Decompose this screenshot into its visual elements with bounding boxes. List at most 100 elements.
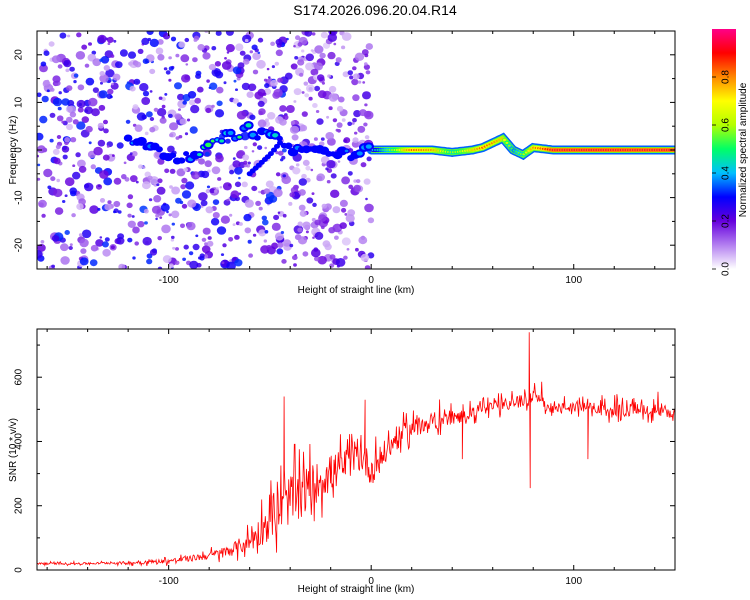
- noise-blob: [107, 88, 114, 95]
- noise-blob: [341, 237, 351, 246]
- noise-blob: [342, 71, 350, 78]
- signal-blob: [155, 146, 163, 153]
- noise-blob: [358, 236, 368, 245]
- noise-blob: [53, 188, 63, 198]
- noise-blob: [243, 160, 248, 165]
- noise-blob: [208, 63, 216, 71]
- noise-blob: [244, 199, 254, 208]
- noise-blob: [327, 51, 336, 60]
- noise-blob: [237, 62, 245, 69]
- noise-blob: [155, 213, 160, 218]
- noise-blob: [84, 63, 90, 68]
- noise-blob: [302, 159, 310, 166]
- noise-blob: [91, 50, 97, 55]
- noise-blob: [75, 51, 86, 60]
- noise-blob: [39, 115, 48, 124]
- noise-blob: [345, 214, 355, 223]
- noise-blob: [198, 256, 202, 260]
- noise-blob: [91, 108, 100, 117]
- noise-blob: [365, 197, 368, 201]
- noise-blob: [37, 250, 43, 259]
- spectrogram-xtick-label: 0: [368, 275, 374, 286]
- noise-blob: [60, 256, 70, 265]
- noise-blob: [119, 49, 128, 57]
- noise-blob: [278, 150, 284, 156]
- noise-blob: [266, 67, 270, 71]
- colorbar-tick-label: 0.0: [721, 262, 732, 276]
- noise-blob: [367, 252, 375, 259]
- signal-core: [503, 138, 506, 142]
- noise-blob: [64, 137, 70, 143]
- noise-blob: [320, 137, 325, 141]
- noise-blob: [244, 39, 249, 43]
- noise-blob: [187, 91, 197, 99]
- noise-blob: [77, 107, 84, 113]
- noise-blob: [211, 166, 221, 175]
- noise-blob: [134, 61, 142, 68]
- noise-blob: [168, 56, 172, 60]
- colorbar-tick-label: 0.6: [721, 118, 732, 132]
- noise-blob: [297, 59, 305, 66]
- noise-blob: [187, 199, 197, 208]
- noise-blob: [209, 188, 216, 194]
- noise-blob: [53, 157, 61, 165]
- noise-blob: [216, 100, 223, 107]
- noise-blob: [336, 122, 343, 128]
- noise-blob: [297, 236, 308, 245]
- noise-blob: [206, 79, 210, 83]
- noise-blob: [247, 161, 251, 165]
- noise-blob: [41, 95, 49, 103]
- noise-blob: [67, 34, 71, 38]
- noise-blob: [97, 122, 105, 129]
- noise-blob: [178, 108, 181, 111]
- noise-blob: [174, 113, 182, 120]
- noise-blob: [258, 190, 261, 194]
- noise-blob: [69, 111, 77, 118]
- noise-blob: [168, 66, 174, 71]
- noise-blob: [66, 85, 73, 91]
- noise-blob: [168, 213, 172, 217]
- noise-blob: [54, 207, 64, 215]
- noise-blob: [157, 54, 165, 61]
- noise-blob: [123, 161, 127, 165]
- noise-blob: [168, 263, 174, 269]
- noise-blob: [129, 85, 136, 92]
- noise-blob: [299, 210, 307, 217]
- noise-blob: [251, 185, 258, 192]
- noise-blob: [127, 194, 134, 200]
- noise-blob: [335, 128, 339, 132]
- snr-ytick-label: 200: [14, 497, 25, 514]
- noise-blob: [329, 263, 335, 268]
- noise-blob: [341, 207, 347, 213]
- noise-blob: [61, 98, 70, 106]
- noise-blob: [238, 176, 241, 180]
- noise-blob: [169, 168, 176, 174]
- noise-blob: [293, 45, 296, 48]
- colorbar-bar: [712, 29, 736, 269]
- noise-blob: [270, 41, 275, 46]
- noise-blob: [174, 260, 180, 265]
- noise-blob: [277, 77, 283, 83]
- noise-blob: [66, 116, 73, 123]
- noise-blob: [211, 46, 217, 51]
- noise-blob: [301, 111, 308, 117]
- noise-blob: [279, 105, 287, 112]
- spectrogram-ytick-label: 20: [14, 49, 25, 61]
- noise-blob: [185, 63, 189, 66]
- noise-blob: [188, 251, 194, 256]
- noise-blob: [155, 47, 164, 55]
- noise-blob: [258, 206, 263, 211]
- noise-blob: [221, 261, 225, 265]
- figure-title: S174.2026.096.20.04.R14: [293, 2, 457, 18]
- noise-blob: [364, 265, 371, 269]
- noise-blob: [37, 163, 41, 167]
- noise-blob: [142, 166, 146, 169]
- noise-blob: [56, 178, 60, 183]
- noise-blob: [102, 154, 110, 161]
- noise-blob: [99, 58, 103, 62]
- noise-blob: [238, 222, 243, 226]
- noise-blob: [235, 43, 244, 51]
- noise-blob: [258, 108, 266, 115]
- noise-blob: [330, 189, 340, 198]
- noise-blob: [325, 167, 329, 171]
